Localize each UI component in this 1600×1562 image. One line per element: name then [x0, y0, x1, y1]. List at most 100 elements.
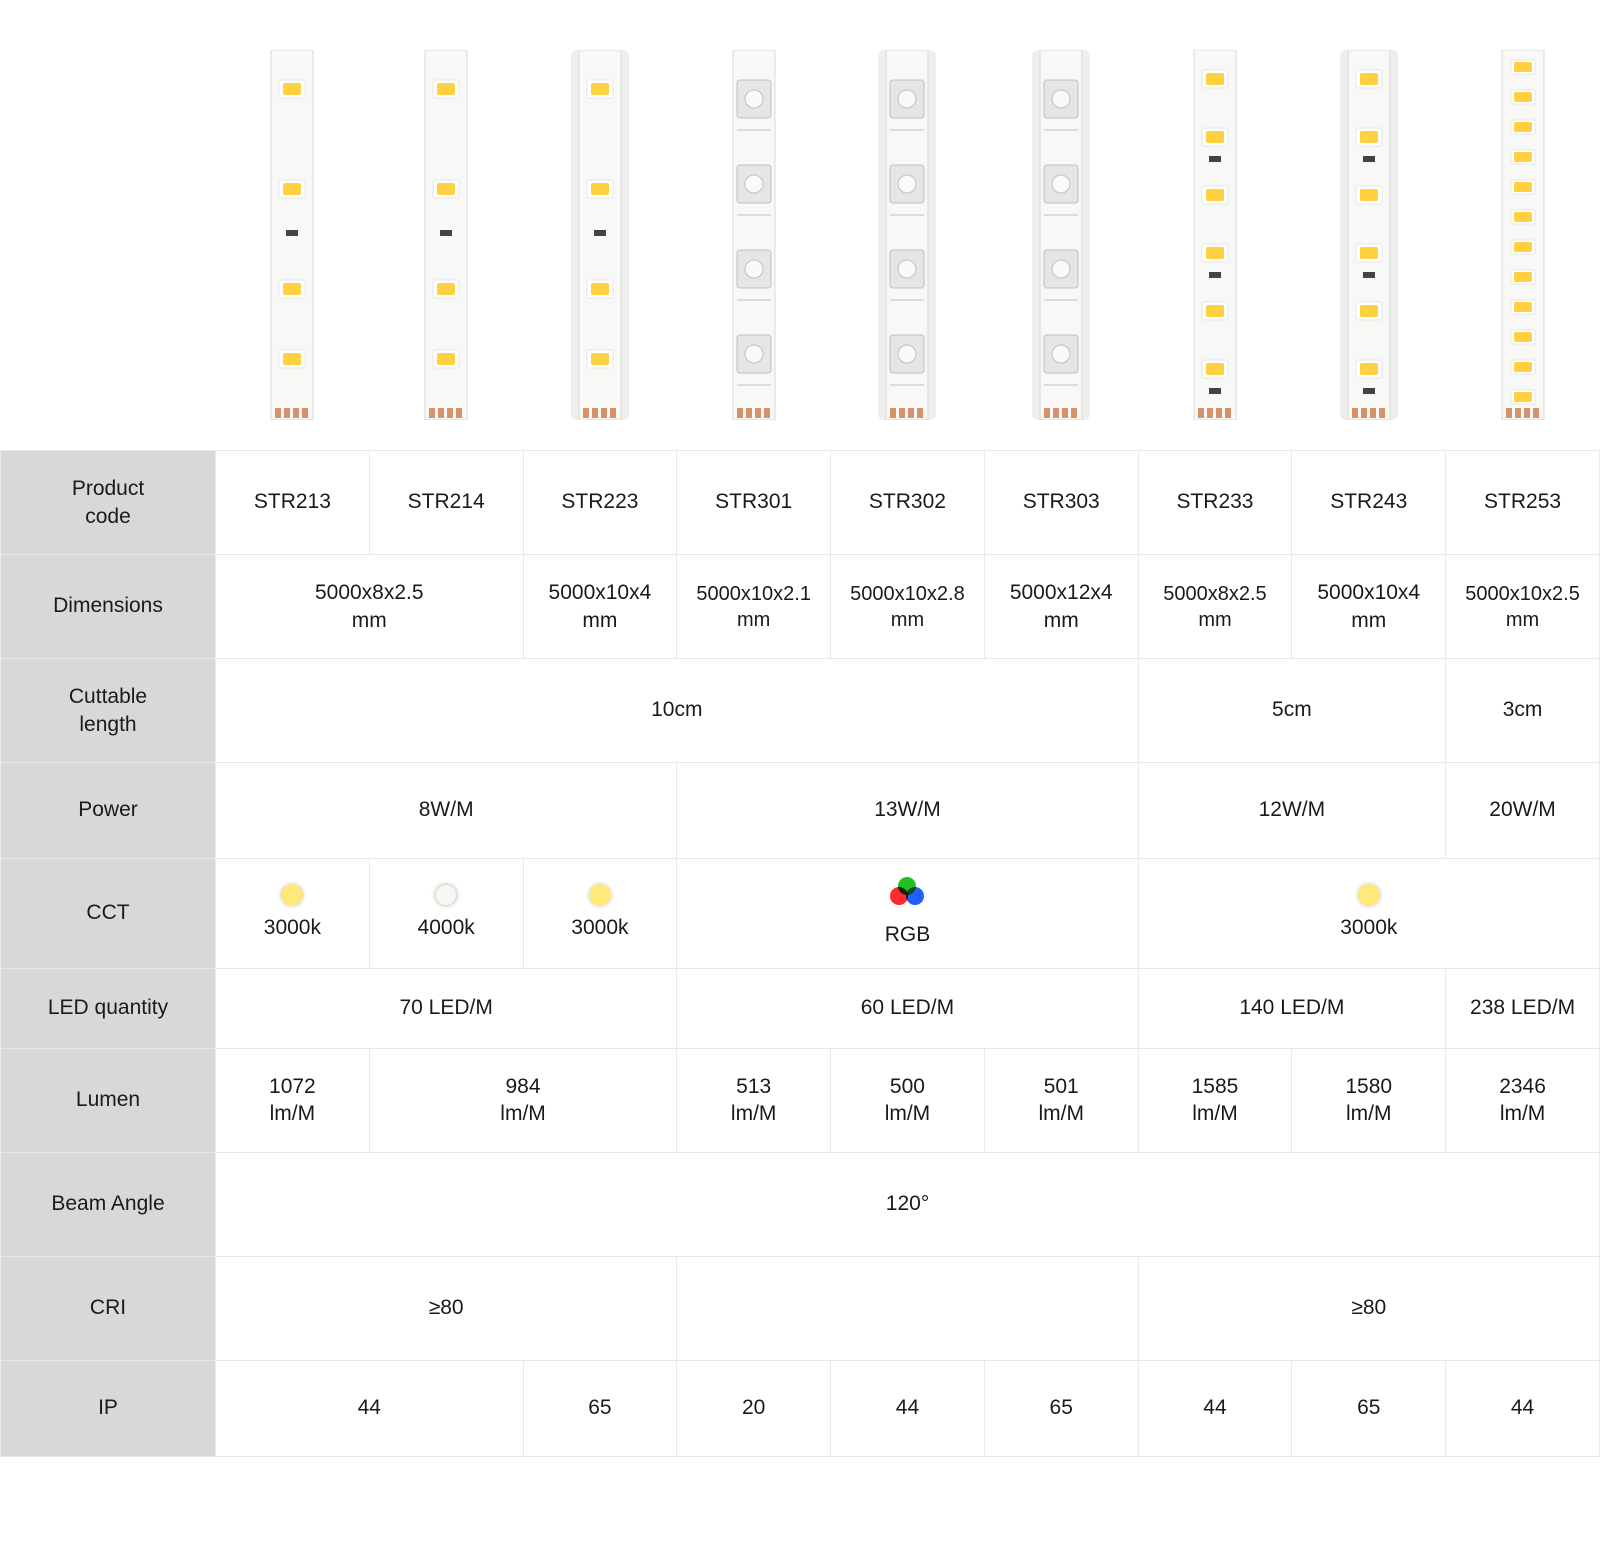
cct-cell: 3000k [523, 859, 677, 969]
ip-cell: 44 [1446, 1360, 1600, 1456]
ip-cell: 65 [523, 1360, 677, 1456]
unit: lm/M [731, 1102, 777, 1125]
cct-text: 3000k [1340, 916, 1397, 939]
value: 5000x10x2.8 [850, 583, 965, 605]
ip-cell: 20 [677, 1360, 831, 1456]
dimensions-cell: 5000x10x4 mm [523, 555, 677, 659]
product-image [677, 50, 831, 420]
product-code-cell: STR213 [216, 451, 370, 555]
value: 5000x10x2.1 [696, 583, 811, 605]
cuttable-cell: 5cm [1138, 659, 1446, 763]
unit: mm [737, 609, 770, 631]
cct-cell: 3000k [1138, 859, 1599, 969]
value: 1585 [1192, 1075, 1239, 1098]
beam-cell: 120° [216, 1152, 1600, 1256]
value: 984 [506, 1075, 541, 1098]
value: 5000x10x2.5 [1465, 583, 1580, 605]
lumen-cell: 500 lm/M [831, 1048, 985, 1152]
ip-cell: 44 [216, 1360, 524, 1456]
product-code-cell: STR233 [1138, 451, 1292, 555]
value: 5000x10x4 [1317, 581, 1420, 604]
page: Productcode STR213 STR214 STR223 STR301 … [0, 0, 1600, 1457]
product-code-cell: STR301 [677, 451, 831, 555]
row-lumen: Lumen 1072 lm/M 984 lm/M 513 lm/M 500 lm… [1, 1048, 1600, 1152]
product-image [215, 50, 369, 420]
product-code-cell: STR214 [369, 451, 523, 555]
product-image [1292, 50, 1446, 420]
unit: lm/M [1192, 1102, 1238, 1125]
unit: lm/M [270, 1102, 316, 1125]
value: 513 [736, 1075, 771, 1098]
dimensions-cell: 5000x8x2.5 mm [1138, 555, 1292, 659]
ip-cell: 44 [1138, 1360, 1292, 1456]
led-qty-cell: 238 LED/M [1446, 968, 1600, 1048]
unit: lm/M [885, 1102, 931, 1125]
unit: mm [1198, 609, 1231, 631]
cuttable-cell: 3cm [1446, 659, 1600, 763]
cct-3000-icon [281, 884, 303, 906]
power-cell: 8W/M [216, 763, 677, 859]
cct-cell: 4000k [369, 859, 523, 969]
power-cell: 20W/M [1446, 763, 1600, 859]
product-image [523, 50, 677, 420]
row-cuttable: Cuttablelength 10cm 5cm 3cm [1, 659, 1600, 763]
cct-cell: 3000k [216, 859, 370, 969]
label-cri: CRI [1, 1256, 216, 1360]
led-qty-cell: 70 LED/M [216, 968, 677, 1048]
product-image-row [0, 0, 1600, 450]
lumen-cell: 1580 lm/M [1292, 1048, 1446, 1152]
unit: mm [1351, 609, 1386, 632]
value: 501 [1044, 1075, 1079, 1098]
value: 5000x8x2.5 [1163, 583, 1266, 605]
unit: lm/M [1038, 1102, 1084, 1125]
cri-cell: ≥80 [1138, 1256, 1599, 1360]
product-code-cell: STR223 [523, 451, 677, 555]
label-text: Cuttablelength [69, 685, 147, 735]
ip-cell: 65 [1292, 1360, 1446, 1456]
value: 5000x12x4 [1010, 581, 1113, 604]
unit: mm [352, 609, 387, 632]
product-image [1446, 50, 1600, 420]
value: 1580 [1345, 1075, 1392, 1098]
label-dimensions: Dimensions [1, 555, 216, 659]
label-ip: IP [1, 1360, 216, 1456]
lumen-cell: 2346 lm/M [1446, 1048, 1600, 1152]
label-product-code: Productcode [1, 451, 216, 555]
dimensions-cell: 5000x10x2.5 mm [1446, 555, 1600, 659]
product-code-cell: STR303 [984, 451, 1138, 555]
cct-text: RGB [885, 923, 931, 946]
lumen-cell: 984 lm/M [369, 1048, 677, 1152]
lumen-cell: 501 lm/M [984, 1048, 1138, 1152]
value: 1072 [269, 1075, 316, 1098]
cct-3000-icon [589, 884, 611, 906]
unit: mm [1506, 609, 1539, 631]
dimensions-cell: 5000x10x2.1 mm [677, 555, 831, 659]
unit: lm/M [1500, 1102, 1546, 1125]
ip-cell: 65 [984, 1360, 1138, 1456]
product-image [1138, 50, 1292, 420]
value: 500 [890, 1075, 925, 1098]
power-cell: 13W/M [677, 763, 1138, 859]
row-dimensions: Dimensions 5000x8x2.5 mm 5000x10x4 mm 50… [1, 555, 1600, 659]
row-power: Power 8W/M 13W/M 12W/M 20W/M [1, 763, 1600, 859]
cuttable-cell: 10cm [216, 659, 1139, 763]
product-image [984, 50, 1138, 420]
row-beam: Beam Angle 120° [1, 1152, 1600, 1256]
row-led-qty: LED quantity 70 LED/M 60 LED/M 140 LED/M… [1, 968, 1600, 1048]
led-qty-cell: 60 LED/M [677, 968, 1138, 1048]
unit: mm [1044, 609, 1079, 632]
cri-cell [677, 1256, 1138, 1360]
spec-table: Productcode STR213 STR214 STR223 STR301 … [0, 450, 1600, 1457]
label-text: Productcode [72, 477, 144, 527]
cct-3000-icon [1358, 884, 1380, 906]
cri-cell: ≥80 [216, 1256, 677, 1360]
value: 2346 [1499, 1075, 1546, 1098]
cct-text: 3000k [571, 916, 628, 939]
cct-rgb-icon [890, 877, 924, 907]
unit: mm [891, 609, 924, 631]
row-product-code: Productcode STR213 STR214 STR223 STR301 … [1, 451, 1600, 555]
cct-text: 4000k [418, 916, 475, 939]
row-cct: CCT 3000k 4000k 3000k RGB 3000k [1, 859, 1600, 969]
product-image [369, 50, 523, 420]
dimensions-cell: 5000x10x4 mm [1292, 555, 1446, 659]
